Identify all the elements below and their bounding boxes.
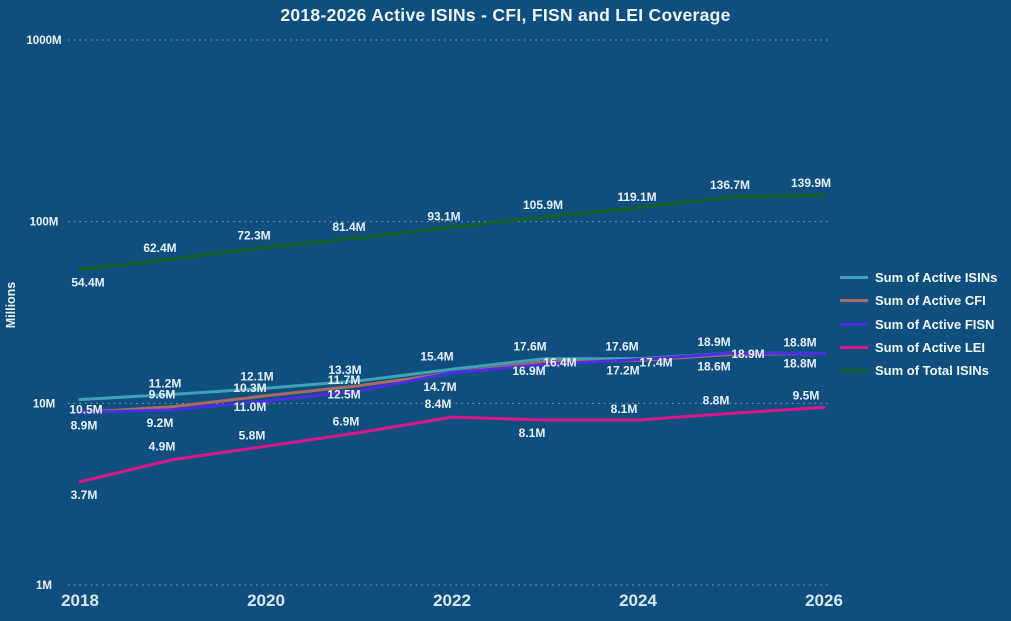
data-label: 18.6M xyxy=(697,359,730,373)
data-label: 9.6M xyxy=(149,388,176,402)
x-axis-tick-label: 2020 xyxy=(247,591,285,610)
data-label: 11.2M xyxy=(149,376,182,390)
data-label: 10.3M xyxy=(233,381,266,395)
legend-item-label: Sum of Active LEI xyxy=(875,340,986,356)
data-label: 15.4M xyxy=(420,349,453,363)
data-label: 13.3M xyxy=(328,363,361,377)
y-axis-tick-label: 10M xyxy=(33,398,55,410)
x-axis-tick-label: 2026 xyxy=(805,591,843,610)
data-label: 136.7M xyxy=(710,178,750,192)
data-label: 139.9M xyxy=(791,176,831,190)
data-label: 18.9M xyxy=(697,335,730,349)
data-label: 10.5M xyxy=(69,402,102,416)
data-label: 72.3M xyxy=(237,228,270,242)
legend-item-label: Sum of Active CFI xyxy=(875,293,986,309)
legend-line-swatch-icon xyxy=(840,346,868,350)
data-label: 16.4M xyxy=(543,355,576,369)
legend-line-swatch-icon xyxy=(840,369,868,373)
y-axis-tick-label: 1000M xyxy=(26,35,61,47)
data-label: 81.4M xyxy=(332,220,365,234)
legend-line-swatch-icon xyxy=(840,276,868,280)
y-axis-tick-label: 1M xyxy=(36,580,52,592)
data-label: 12.1M xyxy=(240,369,273,383)
data-label: 8.9M xyxy=(71,419,98,433)
legend-item-sum-of-active-fisn[interactable]: Sum of Active FISN xyxy=(840,313,1010,336)
legend-item-sum-of-active-isins[interactable]: Sum of Active ISINs xyxy=(840,266,1010,289)
data-label: 18.8M xyxy=(783,336,816,350)
data-label: 4.9M xyxy=(149,440,176,454)
data-label: 62.4M xyxy=(143,241,176,255)
data-label: 93.1M xyxy=(427,209,460,223)
data-label: 14.7M xyxy=(423,380,456,394)
data-label: 17.4M xyxy=(639,356,672,370)
legend-item-label: Sum of Active FISN xyxy=(875,316,995,332)
x-axis-tick-label: 2024 xyxy=(619,591,657,610)
data-label: 16.9M xyxy=(512,364,545,378)
data-label: 5.8M xyxy=(239,428,266,442)
series-line-sum-of-total-isins xyxy=(78,193,826,272)
data-label: 12.5M xyxy=(327,388,360,402)
chart-title: 2018-2026 Active ISINs - CFI, FISN and L… xyxy=(280,5,731,25)
data-label: 105.9M xyxy=(523,198,563,212)
data-label: 8.1M xyxy=(519,426,546,440)
legend-line-swatch-icon xyxy=(840,322,868,326)
data-label: 9.5M xyxy=(793,388,820,402)
x-axis-tick-label: 2018 xyxy=(61,591,99,610)
legend-item-sum-of-total-isins[interactable]: Sum of Total ISINs xyxy=(840,359,1010,382)
data-label: 8.4M xyxy=(425,397,452,411)
data-label: 11.7M xyxy=(328,373,361,387)
legend-item-sum-of-active-lei[interactable]: Sum of Active LEI xyxy=(840,336,1010,359)
data-label: 8.1M xyxy=(611,402,638,416)
data-label: 8.8M xyxy=(703,393,730,407)
data-label: 3.7M xyxy=(71,488,98,502)
data-label: 6.9M xyxy=(333,415,360,429)
data-label: 119.1M xyxy=(617,190,656,204)
legend-line-swatch-icon xyxy=(840,299,868,303)
legend-item-sum-of-active-cfi[interactable]: Sum of Active CFI xyxy=(840,289,1010,312)
data-label: 17.6M xyxy=(513,340,546,354)
legend-item-label: Sum of Total ISINs xyxy=(875,363,989,379)
data-label: 17.2M xyxy=(606,364,639,378)
data-label: 9.2M xyxy=(147,416,174,430)
legend: Sum of Active ISINs Sum of Active CFI Sum … xyxy=(840,266,1010,382)
series-line-sum-of-active-fisn xyxy=(78,351,826,414)
x-axis-tick-label: 2022 xyxy=(433,591,471,610)
legend-item-label: Sum of Active ISINs xyxy=(875,270,998,286)
data-label: 11.0M xyxy=(234,400,267,414)
series-line-sum-of-active-lei xyxy=(78,405,826,484)
data-label: 17.6M xyxy=(605,340,638,354)
data-label: 18.8M xyxy=(783,357,816,371)
y-axis-tick-label: 100M xyxy=(30,217,59,229)
data-label: 54.4M xyxy=(71,276,104,290)
data-label: 18.9M xyxy=(731,347,764,361)
